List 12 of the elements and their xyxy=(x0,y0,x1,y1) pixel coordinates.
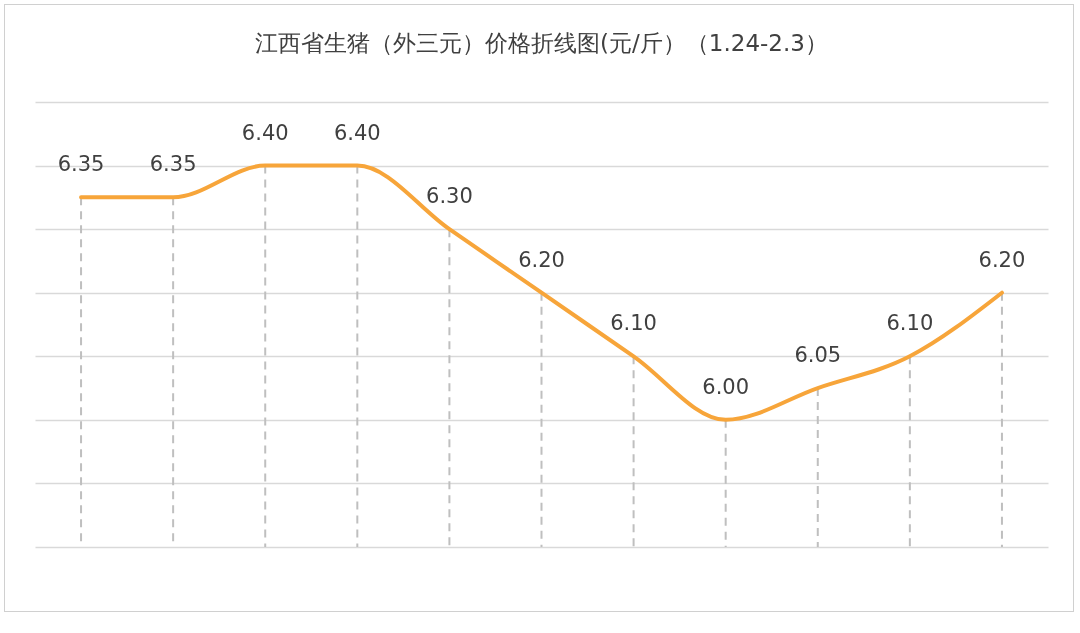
data-label: 6.35 xyxy=(149,152,197,177)
data-label: 6.40 xyxy=(241,120,289,145)
data-label: 6.10 xyxy=(886,311,934,336)
data-label: 6.20 xyxy=(518,247,565,272)
data-label: 6.10 xyxy=(610,311,657,336)
chart-title: 江西省生猪（外三元）价格折线图(元/斤）（1.24-2.3） xyxy=(255,30,828,56)
data-label: 6.40 xyxy=(333,120,381,145)
data-label: 6.05 xyxy=(794,343,842,368)
data-label: 6.30 xyxy=(426,184,473,209)
data-label: 6.20 xyxy=(978,247,1026,272)
data-label: 6.00 xyxy=(702,374,750,399)
data-label: 6.35 xyxy=(57,152,105,177)
